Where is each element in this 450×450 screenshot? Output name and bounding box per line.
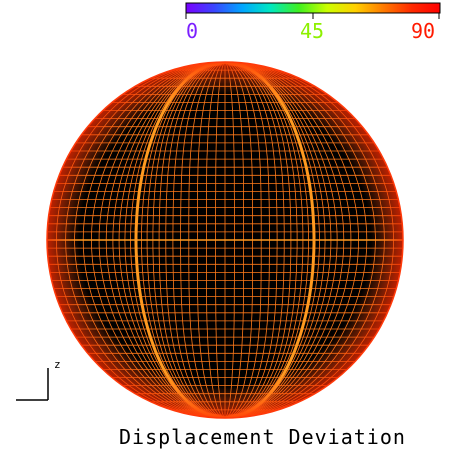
- color-scale: 0 45 90: [185, 2, 441, 43]
- color-scale-min-label: 0: [186, 19, 198, 43]
- sphere-rim: [47, 62, 403, 418]
- color-scale-mid-label: 45: [300, 19, 324, 43]
- color-scale-bar: [185, 2, 441, 14]
- axis-z-label: z: [54, 358, 61, 371]
- axis-triad: z: [16, 358, 61, 401]
- deformed-sphere[interactable]: [46, 61, 404, 419]
- color-scale-max-label: 90: [411, 19, 435, 43]
- sphere-outline: [46, 61, 404, 419]
- view-title: Displacement Deviation: [119, 425, 406, 449]
